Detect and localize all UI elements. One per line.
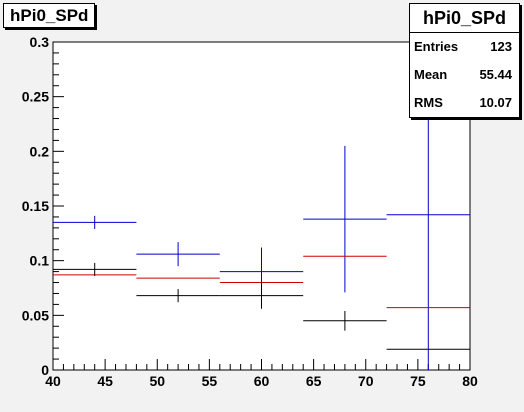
y-tick-label: 0.15 [22, 198, 49, 214]
x-tick-label: 50 [149, 373, 165, 389]
stats-label: RMS [414, 95, 443, 110]
x-tick-label: 45 [97, 373, 113, 389]
y-tick-label: 0.05 [22, 307, 49, 323]
x-tick-label: 65 [306, 373, 322, 389]
x-tick-label: 75 [410, 373, 426, 389]
y-tick-label: 0.3 [30, 34, 50, 50]
histogram-title: hPi0_SPd [3, 3, 96, 28]
stats-row-rms: RMS 10.07 [410, 89, 519, 117]
stats-box: hPi0_SPd Entries 123 Mean 55.44 RMS 10.0… [409, 3, 520, 118]
stats-value: 55.44 [479, 67, 512, 82]
stats-row-entries: Entries 123 [410, 33, 519, 61]
stats-row-mean: Mean 55.44 [410, 61, 519, 89]
x-tick-label: 55 [202, 373, 218, 389]
x-tick-label: 40 [45, 373, 61, 389]
x-tick-label: 70 [358, 373, 374, 389]
y-tick-label: 0 [41, 362, 49, 378]
stats-label: Mean [414, 67, 448, 82]
stats-value: 123 [490, 39, 512, 54]
x-tick-label: 60 [254, 373, 270, 389]
y-tick-label: 0.1 [30, 253, 50, 269]
x-tick-label: 80 [462, 373, 478, 389]
stats-value: 10.07 [479, 95, 512, 110]
y-tick-label: 0.25 [22, 89, 49, 105]
y-tick-label: 0.2 [30, 143, 50, 159]
plot-frame [52, 41, 471, 371]
stats-title: hPi0_SPd [410, 4, 519, 33]
stats-label: Entries [414, 39, 459, 54]
